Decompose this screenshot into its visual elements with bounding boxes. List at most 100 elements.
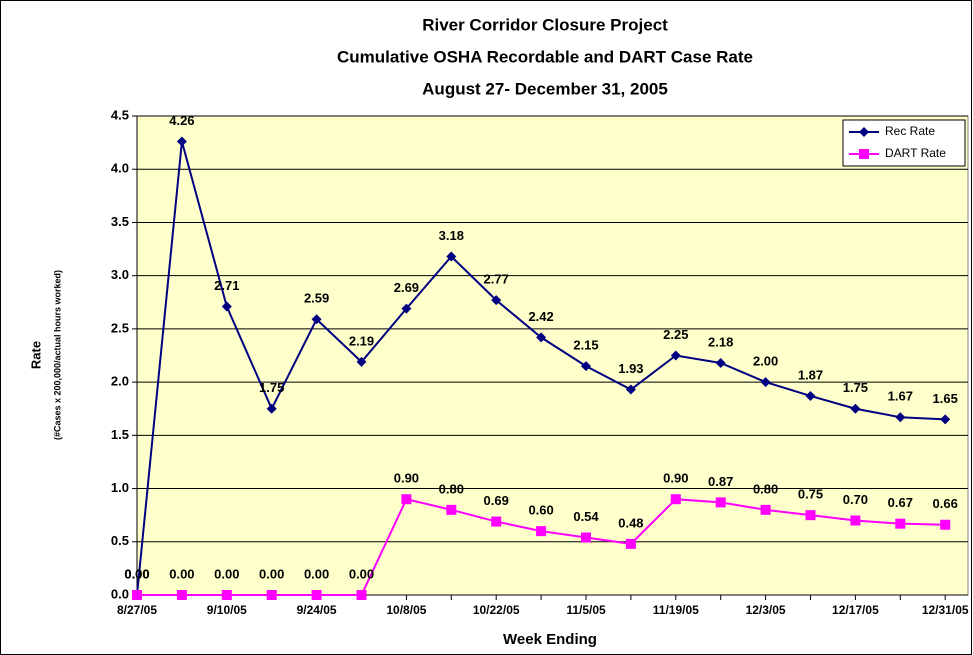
data-label: 0.66 bbox=[933, 496, 958, 511]
marker bbox=[311, 314, 322, 325]
marker bbox=[176, 136, 187, 147]
data-label: 0.00 bbox=[259, 566, 284, 581]
data-label: 0.75 bbox=[798, 487, 823, 502]
marker bbox=[940, 414, 951, 425]
marker bbox=[536, 526, 547, 537]
marker bbox=[311, 590, 322, 600]
marker bbox=[895, 412, 906, 423]
marker bbox=[715, 497, 726, 508]
plot-area bbox=[136, 115, 969, 596]
data-label: 0.00 bbox=[214, 566, 239, 581]
marker bbox=[760, 504, 771, 515]
y-tick-label: 2.5 bbox=[111, 320, 129, 335]
data-label: 0.00 bbox=[169, 566, 194, 581]
x-tick-label: 11/19/05 bbox=[653, 603, 699, 617]
data-label: 0.70 bbox=[843, 492, 868, 507]
legend-box bbox=[842, 119, 966, 167]
marker bbox=[895, 518, 906, 529]
marker bbox=[356, 356, 367, 367]
data-label: 0.67 bbox=[888, 495, 913, 510]
data-label: 0.90 bbox=[394, 471, 419, 486]
data-label: 0.80 bbox=[753, 481, 778, 496]
marker bbox=[132, 590, 142, 600]
data-label: 0.00 bbox=[124, 566, 149, 581]
data-label: 1.75 bbox=[843, 380, 868, 395]
data-label: 2.19 bbox=[349, 333, 374, 348]
data-label: 1.65 bbox=[933, 391, 958, 406]
data-label: 2.18 bbox=[708, 334, 733, 349]
data-label: 4.26 bbox=[169, 113, 194, 128]
marker bbox=[670, 494, 681, 505]
data-label: 0.80 bbox=[439, 481, 464, 496]
y-tick-label: 4.0 bbox=[111, 161, 129, 176]
x-tick-label: 8/27/05 bbox=[117, 603, 157, 617]
chart-title: Cumulative OSHA Recordable and DART Case… bbox=[337, 47, 753, 66]
x-tick-label: 12/3/05 bbox=[746, 603, 786, 617]
marker bbox=[715, 357, 726, 368]
y-tick-label: 1.0 bbox=[111, 480, 129, 495]
x-tick-label: 9/10/05 bbox=[207, 603, 247, 617]
marker bbox=[356, 590, 367, 600]
data-label: 0.87 bbox=[708, 474, 733, 489]
chart-title: August 27- December 31, 2005 bbox=[422, 79, 668, 98]
x-tick-label: 11/5/05 bbox=[566, 603, 606, 617]
data-label: 2.25 bbox=[663, 327, 688, 342]
x-tick-label: 10/8/05 bbox=[386, 603, 426, 617]
data-label: 2.69 bbox=[394, 280, 419, 295]
marker bbox=[805, 510, 816, 521]
y-tick-label: 3.5 bbox=[111, 214, 129, 229]
legend-label: DART Rate bbox=[885, 146, 946, 160]
marker bbox=[491, 516, 502, 527]
marker bbox=[581, 532, 591, 543]
chart-title: River Corridor Closure Project bbox=[422, 15, 668, 34]
data-label: 1.93 bbox=[618, 361, 643, 376]
marker bbox=[221, 301, 232, 312]
data-label: 0.69 bbox=[484, 493, 509, 508]
marker bbox=[221, 590, 232, 600]
marker bbox=[536, 332, 547, 343]
marker bbox=[760, 377, 771, 388]
marker bbox=[625, 538, 636, 549]
x-tick-label: 10/22/05 bbox=[473, 603, 520, 617]
data-label: 0.54 bbox=[573, 509, 599, 524]
marker bbox=[625, 384, 636, 395]
data-label: 0.48 bbox=[618, 515, 643, 530]
y-tick-label: 4.5 bbox=[111, 107, 129, 122]
data-label: 0.90 bbox=[663, 471, 688, 486]
data-label: 1.67 bbox=[888, 389, 913, 404]
marker bbox=[176, 590, 187, 600]
legend-marker bbox=[859, 149, 869, 159]
marker bbox=[446, 251, 457, 262]
marker bbox=[266, 403, 277, 414]
y-axis-note: (#Cases x 200,000/actual hours worked) bbox=[52, 270, 62, 440]
marker bbox=[850, 515, 861, 526]
data-label: 0.00 bbox=[124, 566, 149, 581]
y-tick-label: 0.0 bbox=[111, 586, 129, 601]
y-tick-label: 1.5 bbox=[111, 427, 129, 442]
x-axis-label: Week Ending bbox=[503, 631, 597, 648]
data-label: 2.59 bbox=[304, 291, 329, 306]
data-label: 0.00 bbox=[349, 566, 374, 581]
marker bbox=[670, 350, 681, 361]
marker bbox=[446, 504, 457, 515]
data-label: 1.75 bbox=[259, 380, 284, 395]
marker bbox=[940, 519, 951, 530]
y-tick-label: 3.0 bbox=[111, 267, 129, 282]
marker bbox=[266, 590, 277, 600]
marker bbox=[805, 390, 816, 401]
legend-label: Rec Rate bbox=[885, 124, 935, 138]
legend-marker bbox=[859, 127, 869, 137]
marker bbox=[491, 295, 502, 306]
data-label: 0.60 bbox=[528, 503, 553, 518]
y-axis-label: Rate bbox=[28, 341, 43, 369]
x-tick-label: 12/31/05 bbox=[922, 603, 969, 617]
marker bbox=[850, 403, 861, 414]
data-label: 2.77 bbox=[484, 272, 509, 287]
y-tick-label: 0.5 bbox=[111, 533, 129, 548]
y-tick-label: 2.0 bbox=[111, 374, 129, 389]
data-label: 2.15 bbox=[573, 338, 598, 353]
marker bbox=[581, 361, 591, 372]
data-label: 2.71 bbox=[214, 278, 239, 293]
data-label: 0.00 bbox=[304, 566, 329, 581]
